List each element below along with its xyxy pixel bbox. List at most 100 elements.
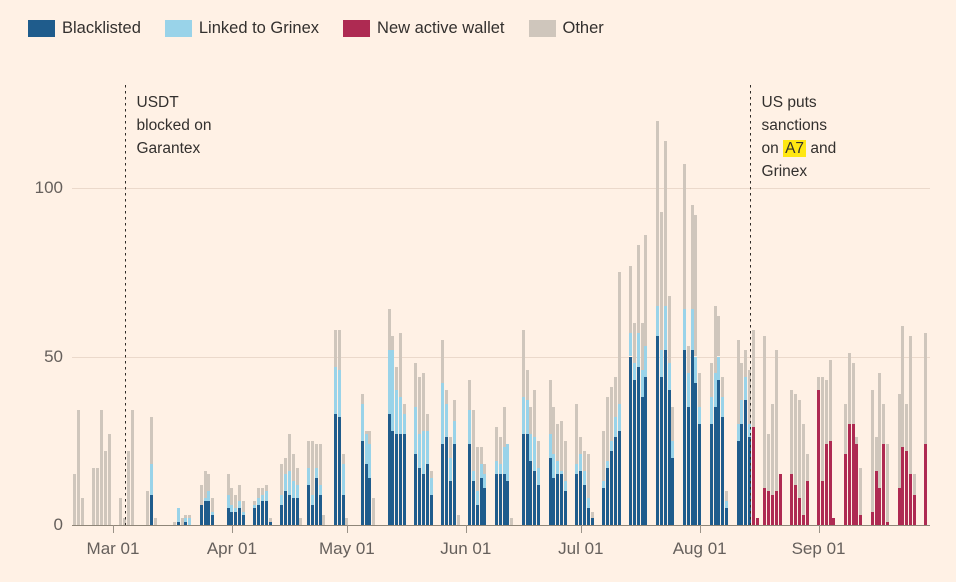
bar-segment-linked_to_grinex <box>261 494 265 502</box>
bar-segment-blacklisted <box>494 474 498 525</box>
bar-segment-other <box>824 380 828 445</box>
bar-segment-linked_to_grinex <box>640 369 644 397</box>
bar-segment-blacklisted <box>264 501 268 525</box>
legend-swatch-icon <box>343 20 371 37</box>
bar-segment-other <box>586 454 590 499</box>
bar-segment-other <box>364 430 368 434</box>
bar-segment-other <box>203 471 207 499</box>
bar-segment-blacklisted <box>655 336 659 525</box>
bar-segment-other <box>337 329 341 370</box>
bar-segment-other <box>257 487 261 499</box>
bar-segment-linked_to_grinex <box>287 471 291 495</box>
bar-segment-blacklisted <box>686 407 690 525</box>
annotation-text: USDT <box>136 94 179 111</box>
legend: Blacklisted Linked to Grinex New active wa… <box>28 19 604 38</box>
bar-segment-linked_to_grinex <box>391 349 395 431</box>
x-axis-tick <box>699 525 701 533</box>
bar-segment-blacklisted <box>234 511 238 525</box>
bar-segment-new_active_wallet <box>774 491 778 525</box>
bar-segment-linked_to_grinex <box>686 373 690 408</box>
bar-segment-other <box>552 407 556 455</box>
bar-segment-linked_to_grinex <box>521 396 525 434</box>
bar-segment-blacklisted <box>199 504 203 525</box>
gridline <box>72 356 930 358</box>
bar-segment-new_active_wallet <box>820 481 824 525</box>
bar-segment-other <box>912 474 916 495</box>
bar-segment-other <box>563 440 567 482</box>
bar-segment-blacklisted <box>295 498 299 525</box>
bar-segment-linked_to_grinex <box>644 346 648 377</box>
gridline <box>72 188 930 189</box>
legend-item-blacklisted: Blacklisted <box>28 19 141 38</box>
bar-segment-other <box>341 454 345 465</box>
bar-segment-linked_to_grinex <box>740 400 744 424</box>
bar-segment-new_active_wallet <box>778 474 782 525</box>
bar-segment-linked_to_grinex <box>264 491 268 502</box>
bar-segment-other <box>901 326 905 448</box>
bar-segment-linked_to_grinex <box>360 403 364 441</box>
bar-segment-blacklisted <box>663 349 667 525</box>
bar-segment-other <box>740 363 744 401</box>
bar-segment-other <box>548 380 552 434</box>
annotation-text: US puts <box>761 94 817 111</box>
bar-segment-other <box>602 430 606 482</box>
bar-segment-other <box>698 373 702 408</box>
event-annotation: US puts sanctions on A7 and Grinex <box>762 91 837 183</box>
bar-segment-linked_to_grinex <box>725 501 729 509</box>
annotation-text: on <box>761 140 784 157</box>
bar-segment-new_active_wallet <box>924 444 928 525</box>
bar-segment-other <box>322 514 326 525</box>
bar-segment-linked_to_grinex <box>525 400 529 434</box>
bar-segment-other <box>609 386 613 441</box>
bar-segment-other <box>717 316 721 357</box>
bar-segment-other <box>525 369 529 401</box>
bar-segment-blacklisted <box>560 474 564 525</box>
bar-segment-other <box>103 450 107 525</box>
annotation-line: blocked on <box>137 114 212 137</box>
bar-segment-linked_to_grinex <box>337 369 341 418</box>
bar-segment-other <box>241 501 245 512</box>
bar-segment-other <box>774 349 778 492</box>
bar-segment-other <box>694 214 698 357</box>
bar-segment-linked_to_grinex <box>717 356 721 381</box>
bar-segment-linked_to_grinex <box>736 423 740 441</box>
bar-segment-other <box>659 211 663 350</box>
bar-segment-linked_to_grinex <box>617 403 621 431</box>
bar-segment-blacklisted <box>268 521 272 525</box>
bar-segment-blacklisted <box>744 400 748 525</box>
bar-segment-other <box>307 440 311 468</box>
bar-segment-linked_to_grinex <box>241 511 245 515</box>
bar-segment-other <box>333 329 337 367</box>
bar-segment-linked_to_grinex <box>690 309 694 350</box>
bar-segment-other <box>80 498 84 525</box>
bar-segment-other <box>617 272 621 404</box>
annotation-line: USDT <box>137 91 212 114</box>
bar-segment-new_active_wallet <box>794 484 798 525</box>
legend-label: Blacklisted <box>62 19 141 37</box>
bar-segment-other <box>560 420 564 472</box>
bar-segment-linked_to_grinex <box>226 494 230 509</box>
bar-segment-linked_to_grinex <box>602 481 606 488</box>
bar-segment-other <box>843 403 847 455</box>
bar-segment-new_active_wallet <box>817 390 821 525</box>
x-tick-label: Jul 01 <box>558 539 604 558</box>
bar-segment-blacklisted <box>241 514 245 525</box>
bar-segment-other <box>897 393 901 488</box>
bar-segment-linked_to_grinex <box>579 454 583 472</box>
bar-segment-other <box>345 518 349 525</box>
bar-segment-blacklisted <box>556 474 560 525</box>
x-tick-label: Sep 01 <box>791 539 846 558</box>
bar-segment-linked_to_grinex <box>399 396 403 434</box>
x-axis-tick <box>580 525 582 533</box>
bar-segment-other <box>475 447 479 492</box>
bar-segment-blacklisted <box>184 521 188 525</box>
bar-segment-linked_to_grinex <box>632 363 636 381</box>
bar-segment-other <box>310 440 314 495</box>
event-line <box>749 85 751 525</box>
bar-segment-linked_to_grinex <box>422 430 426 475</box>
bar-segment-other <box>284 457 288 475</box>
bar-segment-other <box>924 332 928 445</box>
bar-segment-other <box>99 410 103 525</box>
bar-segment-linked_to_grinex <box>659 349 663 377</box>
